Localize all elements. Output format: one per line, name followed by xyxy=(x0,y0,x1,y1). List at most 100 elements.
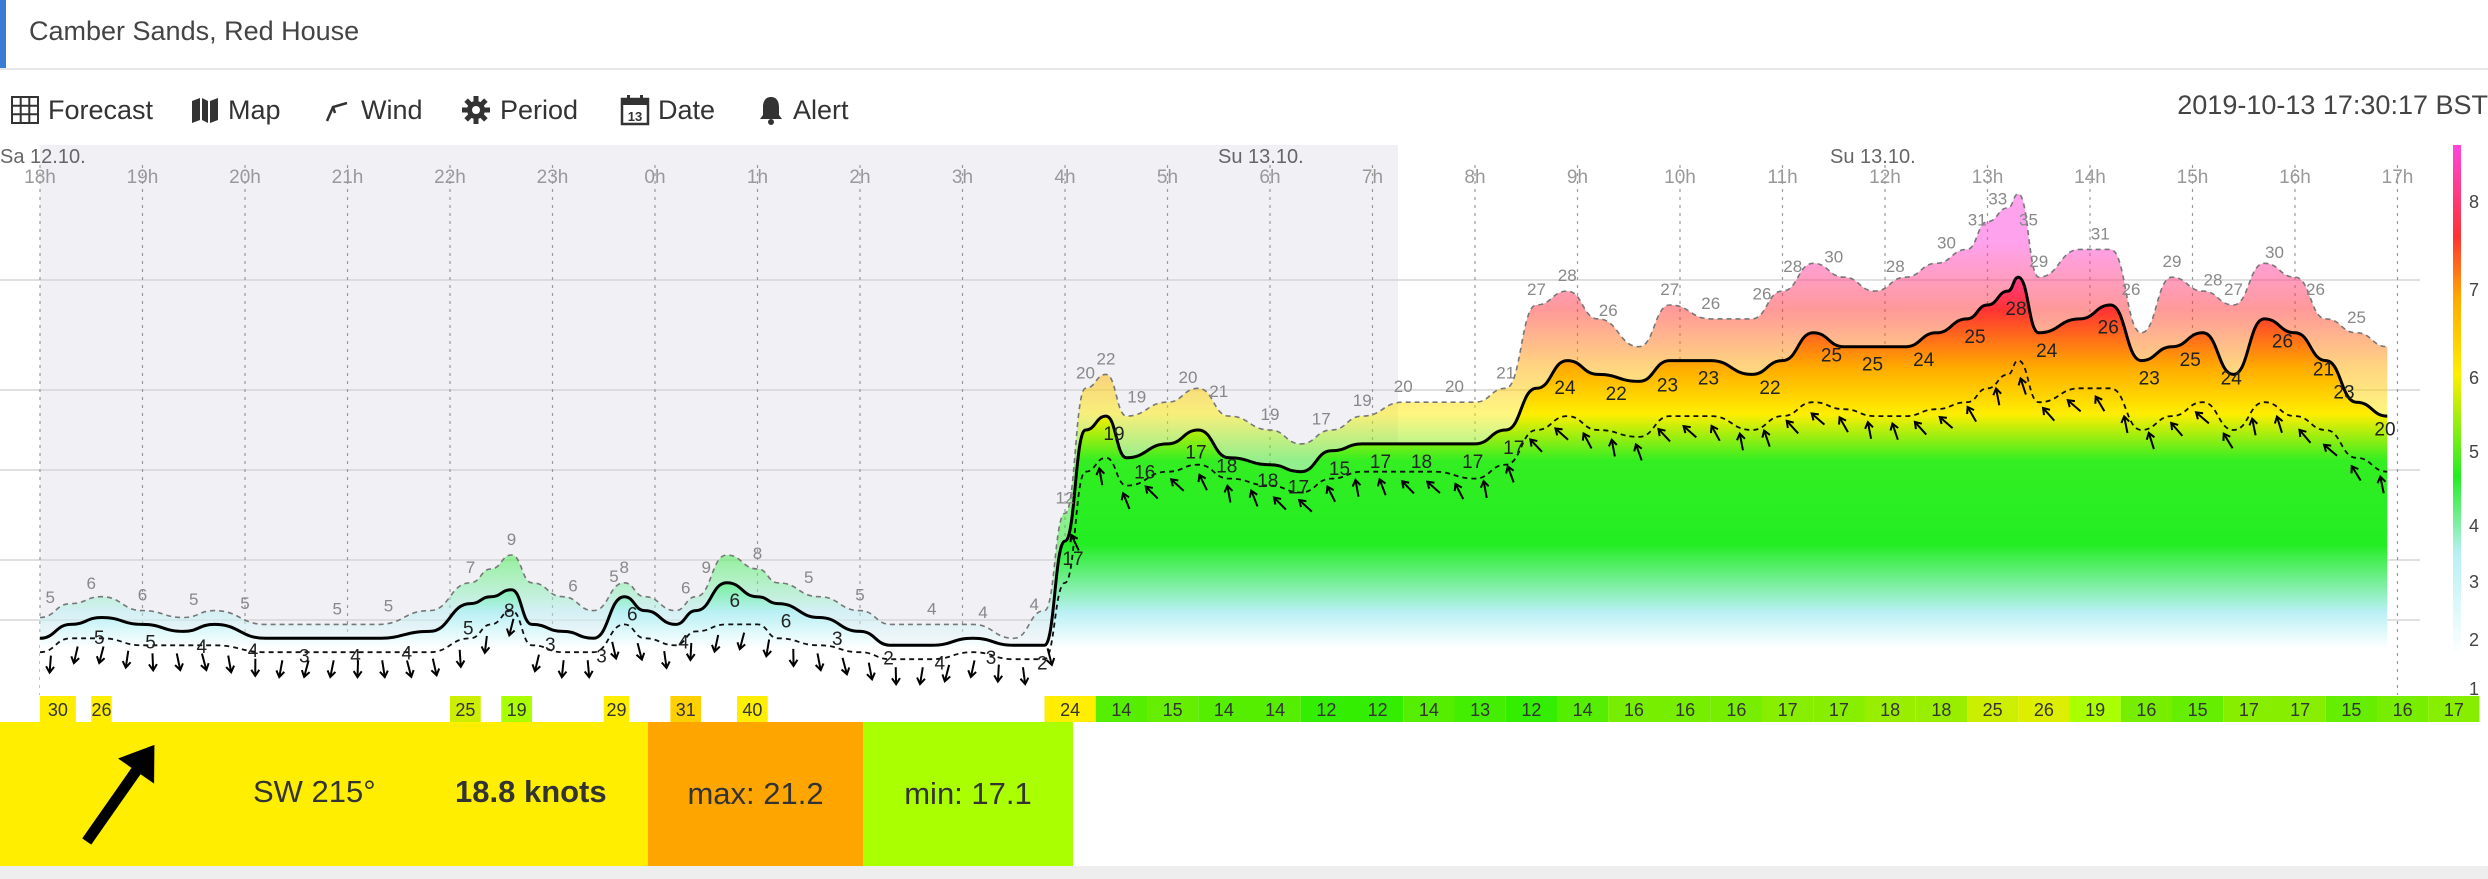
direction-arrow xyxy=(891,667,901,687)
hour-label: 8h xyxy=(1464,167,1485,188)
direction-arrow xyxy=(352,660,363,679)
direction-arrow xyxy=(1045,648,1056,667)
gust-value-label: 12 xyxy=(1056,488,1075,507)
day-label: Su 13.10. xyxy=(1830,146,1916,168)
toolbar-forecast-button[interactable]: Forecast xyxy=(10,90,153,130)
mean-value-label: 17 xyxy=(1503,438,1524,459)
direction-arrow xyxy=(1095,466,1106,486)
gust-value-label: 5 xyxy=(333,599,342,618)
mean-value-label: 25 xyxy=(1821,345,1842,366)
forecast-timestamp: 2019-10-13 17:30:17 BST xyxy=(2177,90,2488,120)
mean-value-label: 16 xyxy=(1134,462,1155,483)
hour-label: 10h xyxy=(1664,167,1696,188)
direction-arrow xyxy=(788,648,799,668)
direction-arrow xyxy=(2322,443,2338,457)
max-gust-cell xyxy=(40,696,76,722)
hour-label: 12h xyxy=(1869,167,1901,188)
min-wind-cell: min: 17.1 xyxy=(863,722,1073,866)
direction-arrow xyxy=(1120,491,1131,510)
direction-arrow xyxy=(762,639,772,659)
hour-label: 13h xyxy=(1972,167,2004,188)
direction-arrow xyxy=(1377,477,1387,496)
scale-label: 1 xyxy=(2469,679,2479,699)
gust-value-label: 9 xyxy=(507,530,516,549)
direction-arrow xyxy=(1351,478,1362,497)
gust-value-label: 5 xyxy=(855,586,864,605)
gust-value-label: 4 xyxy=(1030,595,1039,614)
gust-value-label: 5 xyxy=(804,568,813,587)
gust-value-label: 9 xyxy=(702,558,711,577)
direction-arrow xyxy=(610,641,620,661)
mean-value-label: 6 xyxy=(781,612,792,633)
direction-arrow xyxy=(430,658,441,678)
direction-arrow xyxy=(2222,432,2234,449)
direction-arrow xyxy=(711,634,721,654)
scale-label: 8 xyxy=(2469,192,2479,212)
direction-arrow xyxy=(2120,414,2130,434)
toolbar: Forecast Map Wind xyxy=(0,80,2488,140)
toolbar-wind-button[interactable]: Wind xyxy=(323,90,423,130)
direction-arrow xyxy=(2194,411,2210,425)
direction-arrow xyxy=(866,662,876,682)
direction-arrow xyxy=(300,660,311,679)
direction-arrow xyxy=(635,642,646,662)
hour-label: 3h xyxy=(952,167,973,188)
toolbar-period-button[interactable]: Period xyxy=(460,90,578,130)
direction-arrow xyxy=(1248,488,1259,507)
hour-label: 5h xyxy=(1157,167,1178,188)
mean-value-label: 3 xyxy=(832,629,843,650)
gust-value-label: 6 xyxy=(87,574,96,593)
max-gust-cell xyxy=(1608,696,1660,722)
max-gust-value: 24 xyxy=(1060,700,1080,720)
toolbar-forecast-label: Forecast xyxy=(48,94,154,125)
mean-value-label: 21 xyxy=(2313,359,2334,380)
max-gust-cell xyxy=(1198,696,1250,722)
mean-value-label: 18 xyxy=(1216,457,1237,478)
direction-arrow xyxy=(1657,427,1671,443)
direction-arrow xyxy=(200,653,210,672)
gust-value-label: 4 xyxy=(978,603,987,622)
gust-value-label: 27 xyxy=(2224,280,2243,299)
direction-arrow xyxy=(2298,428,2312,444)
hour-label: 21h xyxy=(332,167,364,188)
hour-label: 11h xyxy=(1767,167,1797,188)
direction-arrow xyxy=(1325,484,1336,503)
max-gust-cell xyxy=(1813,696,1865,722)
direction-arrow xyxy=(967,660,977,679)
direction-arrow xyxy=(326,660,337,679)
gust-value-label: 21 xyxy=(1496,363,1515,382)
gust-value-label: 26 xyxy=(1753,285,1772,304)
gust-value-label: 30 xyxy=(1937,234,1956,253)
direction-arrow xyxy=(941,664,951,684)
max-gust-cell xyxy=(2428,696,2480,722)
max-gust-value: 15 xyxy=(1163,700,1183,720)
hour-label: 19h xyxy=(127,167,159,188)
toolbar-map-button[interactable]: Map xyxy=(190,90,281,130)
direction-arrow xyxy=(2041,406,2056,422)
max-gust-value: 17 xyxy=(2239,700,2259,720)
max-gust-strip: 30 26 25 19 29 31 40 24 14 15 14 14 12 12 14 13 12 14 16 16… xyxy=(40,696,2480,722)
direction-arrow xyxy=(275,660,286,679)
max-gust-cell xyxy=(1967,696,2019,722)
direction-arrow xyxy=(1889,421,1899,441)
mean-value-label: 4 xyxy=(934,653,945,674)
mean-value-label: 17 xyxy=(1185,443,1206,464)
mean-value-label: 24 xyxy=(1554,378,1576,399)
toolbar-alert-button[interactable]: Alert xyxy=(757,90,849,130)
time-axis: 18h 19h 20h 21h 22h 23h 0h 1h 2h 3h 4h 5h 6h 7h 8h 9h 10… xyxy=(0,146,2413,188)
max-gust-value: 15 xyxy=(2341,700,2361,720)
gust-value-label: 5 xyxy=(46,588,55,607)
mean-value-label: 4 xyxy=(248,641,259,662)
mean-value-label: 23 xyxy=(1657,376,1678,397)
direction-arrow xyxy=(225,655,235,675)
toolbar-date-button[interactable]: 13 Date xyxy=(620,90,715,130)
direction-arrow xyxy=(2376,474,2387,494)
hour-label: 18h xyxy=(24,167,56,188)
max-gust-value: 16 xyxy=(1675,700,1695,720)
mean-value-label: 25 xyxy=(1862,355,1883,376)
mean-value-label: 5 xyxy=(145,632,156,653)
bell-icon xyxy=(760,97,782,125)
direction-arrow xyxy=(1810,412,1826,426)
direction-arrow xyxy=(1581,431,1593,449)
